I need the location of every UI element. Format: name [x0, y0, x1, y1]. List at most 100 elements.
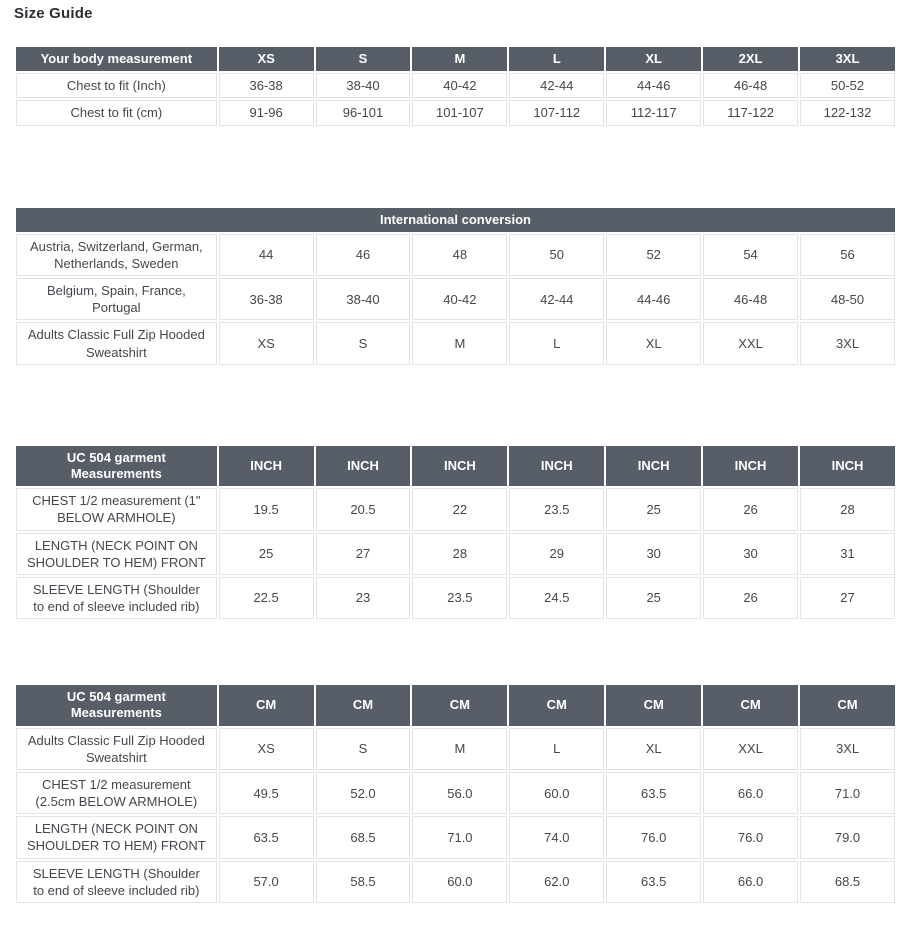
value-cell: 76.0 — [606, 816, 702, 859]
size-column-header: INCH — [315, 445, 411, 487]
size-column-header: INCH — [800, 445, 895, 487]
value-cell: 36-38 — [218, 73, 314, 99]
size-column-header: CM — [800, 685, 895, 726]
value-cell: 25 — [218, 532, 314, 575]
size-column-header: CM — [509, 685, 605, 726]
row-label-cell: Adults Classic Full Zip Hooded Sweatshir… — [16, 727, 217, 770]
value-cell: M — [412, 322, 508, 365]
row-label-cell: CHEST 1/2 measurement (1" BELOW ARMHOLE) — [16, 488, 217, 531]
table-row: SLEEVE LENGTH (Shoulder to end of sleeve… — [16, 860, 895, 903]
value-cell: 26 — [703, 488, 799, 531]
value-cell: S — [315, 727, 411, 770]
size-column-header: S — [315, 47, 411, 72]
value-cell: 46-48 — [703, 278, 799, 321]
value-cell: 38-40 — [315, 278, 411, 321]
value-cell: 50-52 — [800, 73, 895, 99]
value-cell: 63.5 — [606, 772, 702, 815]
size-column-header: CM — [703, 685, 799, 726]
value-cell: 71.0 — [800, 772, 895, 815]
size-column-header: XL — [606, 47, 702, 72]
table-row: LENGTH (NECK POINT ON SHOULDER TO HEM) F… — [16, 532, 895, 575]
garment-measurements-inch-table: UC 504 garment Measurements INCH INCH INCH I… — [14, 444, 897, 621]
value-cell: 58.5 — [315, 860, 411, 903]
value-cell: 31 — [800, 532, 895, 575]
row-label-column-header: UC 504 garment Measurements — [16, 685, 217, 726]
size-column-header: M — [412, 47, 508, 72]
value-cell: 19.5 — [218, 488, 314, 531]
value-cell: XL — [606, 322, 702, 365]
table-row: Adults Classic Full Zip Hooded Sweatshir… — [16, 727, 895, 770]
size-column-header: INCH — [606, 445, 702, 487]
value-cell: 36-38 — [218, 278, 314, 321]
value-cell: 27 — [315, 532, 411, 575]
value-cell: 57.0 — [218, 860, 314, 903]
size-column-header: CM — [218, 685, 314, 726]
value-cell: XL — [606, 727, 702, 770]
value-cell: S — [315, 322, 411, 365]
value-cell: 42-44 — [509, 73, 605, 99]
table-row: Adults Classic Full Zip Hooded Sweatshir… — [16, 322, 895, 365]
value-cell: 40-42 — [412, 278, 508, 321]
value-cell: 42-44 — [509, 278, 605, 321]
value-cell: XXL — [703, 727, 799, 770]
value-cell: 28 — [800, 488, 895, 531]
value-cell: 56 — [800, 233, 895, 277]
value-cell: XS — [218, 727, 314, 770]
size-column-header: CM — [606, 685, 702, 726]
value-cell: 44 — [218, 233, 314, 277]
page-title: Size Guide — [14, 5, 93, 22]
row-label-cell: Austria, Switzerland, German, Netherland… — [16, 233, 217, 277]
value-cell: 52.0 — [315, 772, 411, 815]
row-label-cell: Chest to fit (cm) — [16, 100, 217, 126]
table-header-row: UC 504 garment Measurements INCH INCH INCH I… — [16, 445, 895, 487]
value-cell: 23 — [315, 576, 411, 620]
row-label-cell: Adults Classic Full Zip Hooded Sweatshir… — [16, 322, 217, 365]
value-cell: 48-50 — [800, 278, 895, 321]
value-cell: 28 — [412, 532, 508, 575]
size-column-header: INCH — [218, 445, 314, 487]
row-label-column-header: Your body measurement — [16, 47, 217, 72]
table-header-row: International conversion — [16, 207, 895, 232]
value-cell: 46-48 — [703, 73, 799, 99]
value-cell: 60.0 — [509, 772, 605, 815]
value-cell: M — [412, 727, 508, 770]
value-cell: 3XL — [800, 727, 895, 770]
value-cell: 46 — [315, 233, 411, 277]
row-label-column-header: UC 504 garment Measurements — [16, 445, 217, 487]
table-row: CHEST 1/2 measurement (1" BELOW ARMHOLE)… — [16, 488, 895, 531]
value-cell: 48 — [412, 233, 508, 277]
table-row: SLEEVE LENGTH (Shoulder to end of sleeve… — [16, 576, 895, 620]
value-cell: 23.5 — [412, 576, 508, 620]
value-cell: 25 — [606, 488, 702, 531]
row-label-cell: Chest to fit (Inch) — [16, 73, 217, 99]
value-cell: 117-122 — [703, 100, 799, 126]
value-cell: 63.5 — [606, 860, 702, 903]
body-measurement-table: Your body measurement XS S M L XL 2XL 3XL Chest … — [14, 45, 897, 128]
value-cell: 40-42 — [412, 73, 508, 99]
value-cell: 44-46 — [606, 73, 702, 99]
size-column-header: INCH — [412, 445, 508, 487]
value-cell: 68.5 — [315, 816, 411, 859]
row-label-cell: LENGTH (NECK POINT ON SHOULDER TO HEM) F… — [16, 532, 217, 575]
value-cell: 3XL — [800, 322, 895, 365]
value-cell: 91-96 — [218, 100, 314, 126]
row-label-cell: SLEEVE LENGTH (Shoulder to end of sleeve… — [16, 860, 217, 903]
size-column-header: L — [509, 47, 605, 72]
value-cell: 54 — [703, 233, 799, 277]
value-cell: 71.0 — [412, 816, 508, 859]
value-cell: 79.0 — [800, 816, 895, 859]
table-row: LENGTH (NECK POINT ON SHOULDER TO HEM) F… — [16, 816, 895, 859]
table-banner-header: International conversion — [16, 207, 895, 232]
row-label-cell: Belgium, Spain, France, Portugal — [16, 278, 217, 321]
value-cell: 60.0 — [412, 860, 508, 903]
value-cell: 30 — [703, 532, 799, 575]
value-cell: 107-112 — [509, 100, 605, 126]
row-label-cell: SLEEVE LENGTH (Shoulder to end of sleeve… — [16, 576, 217, 620]
value-cell: 25 — [606, 576, 702, 620]
size-column-header: XS — [218, 47, 314, 72]
value-cell: 38-40 — [315, 73, 411, 99]
value-cell: 62.0 — [509, 860, 605, 903]
size-column-header: 2XL — [703, 47, 799, 72]
table-row: Chest to fit (Inch) 36-38 38-40 40-42 42-44 4… — [16, 73, 895, 99]
